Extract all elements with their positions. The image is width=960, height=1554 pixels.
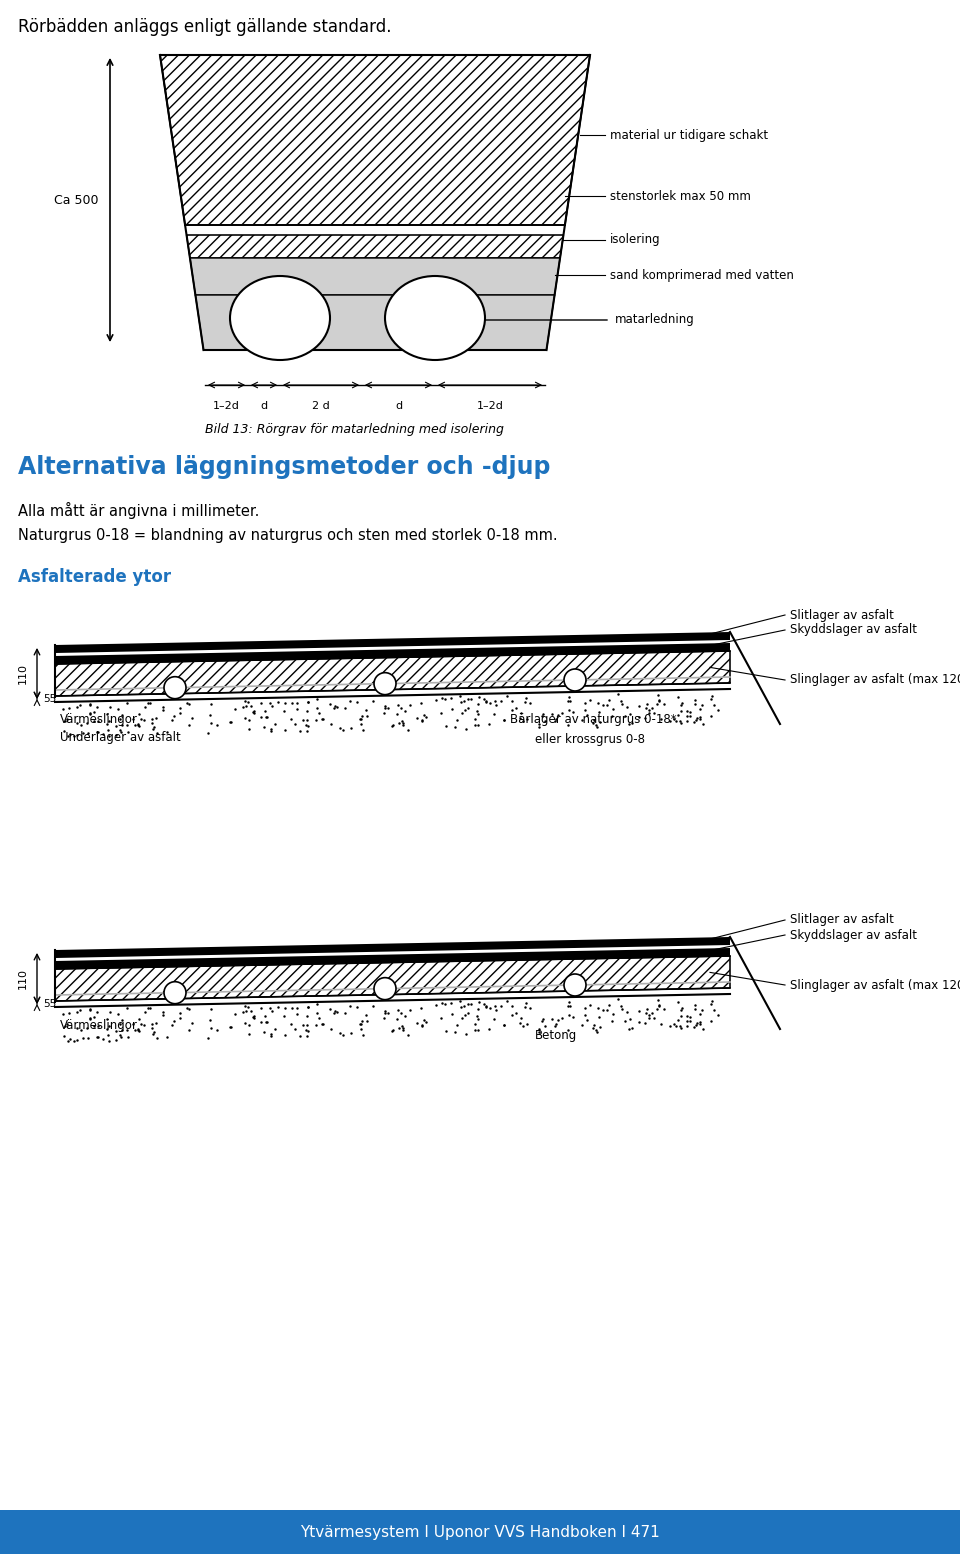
Polygon shape xyxy=(160,54,590,225)
Text: Alternativa läggningsmetoder och -djup: Alternativa läggningsmetoder och -djup xyxy=(18,455,550,479)
Ellipse shape xyxy=(374,673,396,695)
Text: 1–2d: 1–2d xyxy=(213,401,240,410)
Polygon shape xyxy=(190,258,560,295)
Text: Skyddslager av asfalt: Skyddslager av asfalt xyxy=(790,928,917,942)
Text: Värmeslingor: Värmeslingor xyxy=(60,1018,138,1032)
Text: Bild 13: Rörgrav för matarledning med isolering: Bild 13: Rörgrav för matarledning med is… xyxy=(205,423,504,437)
Text: 2 d: 2 d xyxy=(312,401,330,410)
Text: 55: 55 xyxy=(43,999,57,1009)
Text: Underlager av asfalt: Underlager av asfalt xyxy=(60,732,180,744)
Ellipse shape xyxy=(374,977,396,999)
Ellipse shape xyxy=(564,668,586,692)
Text: matarledning: matarledning xyxy=(615,314,695,326)
Text: Slinglager av asfalt (max 120°C): Slinglager av asfalt (max 120°C) xyxy=(790,673,960,687)
Text: eller krossgrus 0-8: eller krossgrus 0-8 xyxy=(535,733,645,746)
Text: Slitlager av asfalt: Slitlager av asfalt xyxy=(790,914,894,926)
Ellipse shape xyxy=(385,277,485,361)
Text: Asfalterade ytor: Asfalterade ytor xyxy=(18,569,171,586)
Text: 110: 110 xyxy=(18,968,28,988)
Text: Alla mått är angivna i millimeter.: Alla mått är angivna i millimeter. xyxy=(18,502,259,519)
Polygon shape xyxy=(55,956,730,1001)
Text: Betong: Betong xyxy=(535,1029,577,1041)
Polygon shape xyxy=(55,651,730,696)
Text: Ca 500: Ca 500 xyxy=(54,194,98,207)
Ellipse shape xyxy=(164,676,186,699)
Ellipse shape xyxy=(230,277,330,361)
Text: 1–2d: 1–2d xyxy=(476,401,503,410)
Text: Bärlager av naturgrus 0-18*: Bärlager av naturgrus 0-18* xyxy=(510,713,677,727)
Text: Naturgrus 0-18 = blandning av naturgrus och sten med storlek 0-18 mm.: Naturgrus 0-18 = blandning av naturgrus … xyxy=(18,528,558,542)
Polygon shape xyxy=(55,632,730,653)
Ellipse shape xyxy=(164,982,186,1004)
Text: Rörbädden anläggs enligt gällande standard.: Rörbädden anläggs enligt gällande standa… xyxy=(18,19,392,36)
Text: Värmeslingor: Värmeslingor xyxy=(60,713,138,727)
Text: 55: 55 xyxy=(43,695,57,704)
Text: Slitlager av asfalt: Slitlager av asfalt xyxy=(790,609,894,622)
Text: 110: 110 xyxy=(18,664,28,684)
Text: sand komprimerad med vatten: sand komprimerad med vatten xyxy=(610,269,794,281)
Polygon shape xyxy=(55,643,730,664)
Polygon shape xyxy=(55,948,730,970)
Text: Ytvärmesystem I Uponor VVS Handboken I 471: Ytvärmesystem I Uponor VVS Handboken I 4… xyxy=(300,1524,660,1540)
Text: material ur tidigare schakt: material ur tidigare schakt xyxy=(610,129,768,141)
Polygon shape xyxy=(196,295,555,350)
Text: Skyddslager av asfalt: Skyddslager av asfalt xyxy=(790,623,917,637)
Ellipse shape xyxy=(564,974,586,996)
Bar xyxy=(0,1510,960,1554)
Polygon shape xyxy=(186,235,564,258)
Text: isolering: isolering xyxy=(610,233,660,247)
Text: d: d xyxy=(260,401,268,410)
Text: stenstorlek max 50 mm: stenstorlek max 50 mm xyxy=(610,190,751,202)
Text: d: d xyxy=(395,401,402,410)
Polygon shape xyxy=(55,937,730,957)
Text: Slinglager av asfalt (max 120°C): Slinglager av asfalt (max 120°C) xyxy=(790,979,960,991)
